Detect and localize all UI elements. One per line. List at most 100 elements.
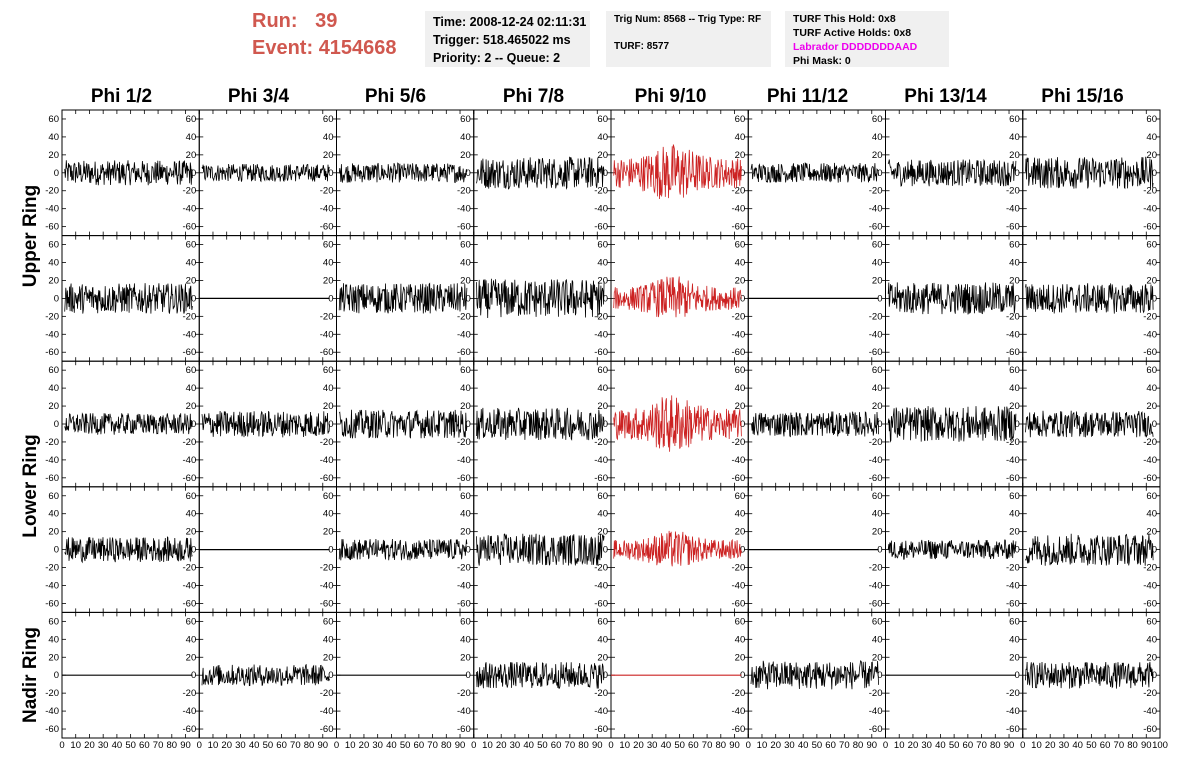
y-tick-label: -60 <box>869 598 883 609</box>
waveform-trace <box>476 156 605 190</box>
panel-r3-c5: -60 -40 -20 0 20 40 60 <box>747 486 886 613</box>
y-tick-label: -40 <box>1006 455 1020 466</box>
y-tick-label: -40 <box>183 455 197 466</box>
waveform-trace <box>1025 283 1154 314</box>
y-tick-label: 20 <box>735 275 746 286</box>
y-tick-label: -40 <box>320 580 334 591</box>
y-tick-label: -60 <box>732 724 746 735</box>
y-tick-label: 20 <box>323 527 334 538</box>
x-tick-label: 70 <box>839 740 850 751</box>
x-tick-label: 20 <box>359 740 370 751</box>
y-tick-label: -20 <box>869 437 883 448</box>
labrador-line: Labrador DDDDDDDAAD <box>793 41 918 53</box>
y-tick-label: 40 <box>460 258 471 269</box>
y-tick-label: 20 <box>460 527 471 538</box>
y-tick-label: 0 <box>191 168 196 179</box>
y-tick-label: 40 <box>323 132 334 143</box>
waveform-trace <box>476 278 605 319</box>
phi-header-0: Phi 1/2 <box>90 86 153 107</box>
y-tick-label: -40 <box>869 329 883 340</box>
y-tick-label: -40 <box>1143 329 1157 340</box>
y-tick-label: 20 <box>1146 527 1157 538</box>
y-tick-label: 40 <box>597 258 608 269</box>
y-tick-label: 60 <box>48 240 59 251</box>
y-tick-label: 20 <box>48 652 59 663</box>
y-tick-label: -60 <box>594 473 608 484</box>
y-tick-label: 0 <box>603 419 608 430</box>
y-tick-label: 40 <box>1146 132 1157 143</box>
y-tick-label: 60 <box>597 365 608 376</box>
panel-r0-c0: -60 -60 -40 -40 -20 -20 0 0 20 20 40 40 60 60 <box>45 109 200 237</box>
y-tick-label: 20 <box>186 275 197 286</box>
y-tick-label: 60 <box>1146 240 1157 251</box>
y-tick-label: -40 <box>594 455 608 466</box>
y-tick-label: 20 <box>1146 275 1157 286</box>
y-tick-label: 60 <box>460 240 471 251</box>
x-tick-label: 80 <box>1127 740 1138 751</box>
y-tick-label: -20 <box>1143 688 1157 699</box>
panel-r3-c6: -60 -40 -20 0 20 40 60 <box>885 486 1024 613</box>
run-line: Run: 39 <box>252 8 397 35</box>
waveform-trace <box>887 539 1017 560</box>
y-tick-label: -40 <box>457 706 471 717</box>
x-tick-label: 80 <box>990 740 1001 751</box>
y-tick-label: 0 <box>328 293 333 304</box>
y-tick-label: 0 <box>1152 670 1157 681</box>
run-event-block: Run: 39 Event: 4154668 <box>252 8 397 62</box>
y-tick-label: -40 <box>45 580 59 591</box>
x-tick-label: 10 <box>208 740 219 751</box>
y-tick-label: -40 <box>183 204 197 215</box>
phi-header-2: Phi 5/6 <box>364 86 427 107</box>
y-tick-label: 60 <box>323 114 334 125</box>
panel-r2-c1: -60 -40 -20 0 20 40 60 <box>198 360 337 488</box>
phi-header-6: Phi 13/14 <box>904 86 987 107</box>
y-tick-label: 0 <box>740 293 745 304</box>
y-tick-label: -20 <box>732 186 746 197</box>
y-tick-label: 20 <box>597 652 608 663</box>
y-tick-label: 60 <box>735 365 746 376</box>
y-tick-label: 40 <box>1009 383 1020 394</box>
y-tick-label: -60 <box>1006 222 1020 233</box>
y-tick-label: -20 <box>457 311 471 322</box>
y-tick-label: -40 <box>869 580 883 591</box>
x-tick-label: 30 <box>372 740 383 751</box>
y-tick-label: 40 <box>1146 258 1157 269</box>
y-tick-label: -60 <box>869 222 883 233</box>
y-tick-label: 0 <box>1014 293 1019 304</box>
waveform-trace <box>887 282 1017 315</box>
y-tick-label: 0 <box>877 670 882 681</box>
x-tick-label: 40 <box>798 740 809 751</box>
panel-r1-c3: -60 -40 -20 0 20 40 60 <box>473 235 612 362</box>
x-tick-label: 80 <box>304 740 315 751</box>
y-tick-label: 60 <box>1009 240 1020 251</box>
y-tick-label: 60 <box>323 491 334 502</box>
waveform-trace <box>1025 661 1154 689</box>
waveform-trace <box>476 407 605 441</box>
x-tick-label: 60 <box>551 740 562 751</box>
y-tick-label: 0 <box>54 168 59 179</box>
y-tick-label: 20 <box>323 150 334 161</box>
y-tick-label: -40 <box>732 580 746 591</box>
y-tick-label: 60 <box>48 114 59 125</box>
x-tick-label: 20 <box>221 740 232 751</box>
waveform-trace <box>750 162 879 183</box>
y-tick-label: -60 <box>457 473 471 484</box>
y-tick-label: -20 <box>45 563 59 574</box>
panel-r3-c0: -60 -60 -40 -40 -20 -20 0 0 20 20 40 40 60 60 <box>45 486 200 613</box>
y-tick-label: -20 <box>320 437 334 448</box>
y-tick-label: 40 <box>186 634 197 645</box>
y-tick-label: 20 <box>1009 275 1020 286</box>
y-tick-label: 20 <box>1009 527 1020 538</box>
y-tick-label: 20 <box>323 652 334 663</box>
y-tick-label: -40 <box>183 580 197 591</box>
y-tick-label: 0 <box>1152 419 1157 430</box>
y-tick-label: 60 <box>323 365 334 376</box>
y-tick-label: 60 <box>735 114 746 125</box>
time-info-box: Time: 2008-12-24 02:11:31 Trigger: 518.4… <box>425 11 590 67</box>
y-tick-label: 0 <box>465 545 470 556</box>
y-tick-label: 0 <box>54 293 59 304</box>
y-tick-label: -20 <box>183 311 197 322</box>
y-tick-label: 0 <box>1014 419 1019 430</box>
y-tick-label: 60 <box>1146 365 1157 376</box>
